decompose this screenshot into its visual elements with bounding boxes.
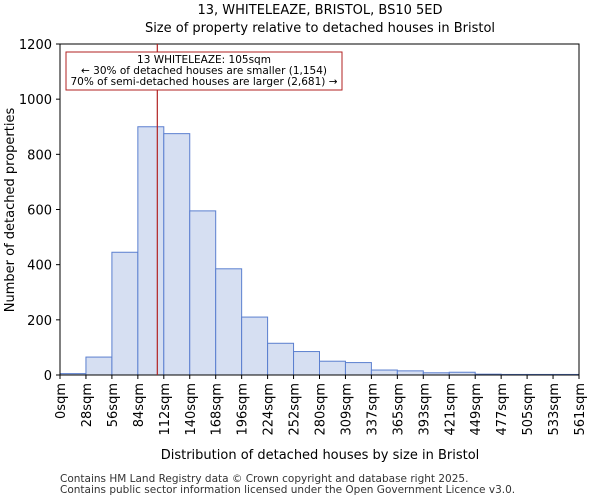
x-tick-label: 533sqm <box>547 383 562 436</box>
bar-224sqm <box>267 342 295 376</box>
bar-365sqm <box>396 370 424 376</box>
bar-252sqm <box>293 351 320 376</box>
bar-168sqm <box>215 268 243 376</box>
y-tick-label: 400 <box>27 259 52 274</box>
footer-line-2: Contains public sector information licen… <box>60 484 516 496</box>
x-tick-label: 196sqm <box>236 383 251 436</box>
plot-frame <box>59 43 580 376</box>
y-axis-label: Number of detached properties <box>3 108 18 313</box>
x-tick-label: 252sqm <box>288 383 303 436</box>
x-tick-label: 393sqm <box>417 383 432 436</box>
x-tick-label: 56sqm <box>106 383 121 427</box>
annotation-line-3: 70% of semi-detached houses are larger (… <box>70 76 337 88</box>
annotation-box <box>65 51 343 91</box>
bar-337sqm <box>370 369 398 376</box>
chart-subtitle: Size of property relative to detached ho… <box>145 21 495 36</box>
x-axis-ticks: 0sqm 28sqm 56sqm 84sqm 112sqm 140sqm 168sqm 196… <box>54 375 588 436</box>
y-tick-label: 1200 <box>19 38 52 53</box>
y-tick-label: 0 <box>44 369 52 384</box>
x-tick-label: 477sqm <box>495 383 510 436</box>
x-tick-label: 0sqm <box>54 383 69 419</box>
bar-140sqm <box>189 210 217 376</box>
bar-56sqm <box>111 251 139 376</box>
x-tick-label: 280sqm <box>314 383 329 436</box>
y-tick-label: 800 <box>27 148 52 163</box>
x-tick-label: 168sqm <box>210 383 225 436</box>
x-tick-label: 449sqm <box>469 383 484 436</box>
x-tick-label: 561sqm <box>573 383 588 436</box>
bar-280sqm <box>319 360 346 376</box>
annotation-line-2: ← 30% of detached houses are smaller (1,… <box>81 65 327 77</box>
bar-28sqm <box>85 356 113 376</box>
y-tick-label: 200 <box>27 314 52 329</box>
bar-112sqm <box>163 133 191 376</box>
x-tick-label: 112sqm <box>158 383 173 436</box>
x-tick-label: 505sqm <box>521 383 536 436</box>
bars <box>59 126 580 376</box>
footer-line-1: Contains HM Land Registry data © Crown c… <box>60 473 469 485</box>
x-tick-label: 140sqm <box>184 383 199 436</box>
annotation-line-1: 13 WHITELEAZE: 105sqm <box>137 54 271 66</box>
x-axis-label: Distribution of detached houses by size … <box>161 448 480 463</box>
x-tick-label: 84sqm <box>132 383 147 427</box>
y-tick-label: 600 <box>27 204 52 219</box>
bar-84sqm <box>137 126 165 376</box>
bar-309sqm <box>344 362 372 376</box>
x-tick-label: 337sqm <box>365 383 380 436</box>
x-tick-label: 28sqm <box>80 383 95 427</box>
x-tick-label: 421sqm <box>443 383 458 436</box>
chart-title: 13, WHITELEAZE, BRISTOL, BS10 5ED <box>198 3 443 18</box>
x-tick-label: 309sqm <box>339 383 354 436</box>
bar-196sqm <box>241 316 269 376</box>
x-tick-label: 224sqm <box>262 383 277 436</box>
x-tick-label: 365sqm <box>391 383 406 436</box>
y-axis-ticks: 0 200 400 600 800 1000 1200 <box>19 38 60 384</box>
y-tick-label: 1000 <box>19 93 52 108</box>
